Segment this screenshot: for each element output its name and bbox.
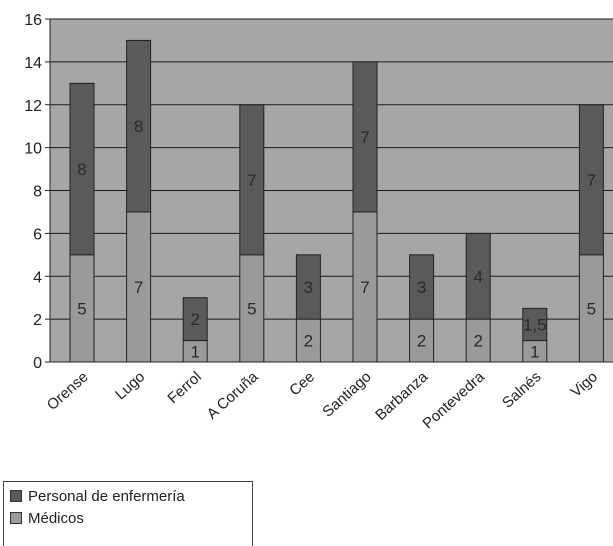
y-tick-label: 2 <box>33 312 42 329</box>
bar-enfermeria <box>295 254 321 320</box>
y-tick-label: 0 <box>33 355 42 372</box>
x-tick-label: Santiago <box>319 368 374 420</box>
bar-enfermeria <box>409 254 435 320</box>
x-tick-label: Orense <box>44 368 92 414</box>
bar-enfermeria <box>239 104 265 256</box>
bar-enfermeria <box>126 39 152 213</box>
data-label: 8 <box>134 117 143 136</box>
x-tick-label: Cee <box>286 368 318 399</box>
data-label: 1,5 <box>523 315 547 334</box>
legend-item-medicos: Médicos <box>10 508 84 528</box>
bar-medicos <box>578 254 604 363</box>
y-tick-label: 16 <box>24 12 42 29</box>
data-label: 3 <box>417 278 426 297</box>
legend-swatch-medicos <box>10 512 22 524</box>
data-label: 2 <box>190 310 199 329</box>
bar-medicos <box>465 318 491 363</box>
y-tick-label: 4 <box>33 269 42 286</box>
data-label: 5 <box>247 299 256 318</box>
y-tick-label: 14 <box>24 55 42 72</box>
bar-enfermeria <box>182 297 208 342</box>
legend-swatch-enfermeria <box>10 490 22 502</box>
y-tick-label: 6 <box>33 226 42 243</box>
bar-enfermeria <box>522 307 548 342</box>
data-label: 8 <box>77 160 86 179</box>
bar-medicos <box>239 254 265 363</box>
bar-medicos <box>352 211 378 363</box>
bar-medicos <box>126 211 152 363</box>
chart-legend: Personal de enfermería Médicos <box>3 481 253 546</box>
bar-enfermeria <box>465 232 491 320</box>
data-label: 4 <box>473 267 482 286</box>
legend-item-enfermeria: Personal de enfermería <box>10 486 185 506</box>
data-label: 5 <box>587 299 596 318</box>
bar-medicos <box>409 318 435 363</box>
y-tick-label: 10 <box>24 141 42 158</box>
data-label: 7 <box>247 171 256 190</box>
x-tick-label: Ferrol <box>164 368 204 407</box>
bar-enfermeria <box>69 82 95 256</box>
y-tick-label: 8 <box>33 184 42 201</box>
data-label: 7 <box>360 128 369 147</box>
data-label: 3 <box>304 278 313 297</box>
data-label: 2 <box>473 332 482 351</box>
data-label: 1 <box>530 342 539 361</box>
x-tick-label: Vigo <box>568 368 601 401</box>
data-label: 2 <box>304 332 313 351</box>
data-label: 7 <box>134 278 143 297</box>
x-tick-label: Lugo <box>112 368 148 403</box>
bar-enfermeria <box>578 104 604 256</box>
data-label: 7 <box>587 171 596 190</box>
bar-enfermeria <box>352 61 378 213</box>
data-label: 2 <box>417 332 426 351</box>
data-label: 5 <box>77 299 86 318</box>
y-tick-label: 12 <box>24 98 42 115</box>
x-tick-label: Salnés <box>499 368 544 411</box>
bar-medicos <box>69 254 95 363</box>
legend-label-enfermeria: Personal de enfermería <box>28 487 185 505</box>
data-label: 7 <box>360 278 369 297</box>
x-tick-label: A Coruña <box>204 368 262 423</box>
legend-label-medicos: Médicos <box>28 509 84 527</box>
data-label: 1 <box>190 342 199 361</box>
x-tick-label: Pontevedra <box>419 368 488 432</box>
